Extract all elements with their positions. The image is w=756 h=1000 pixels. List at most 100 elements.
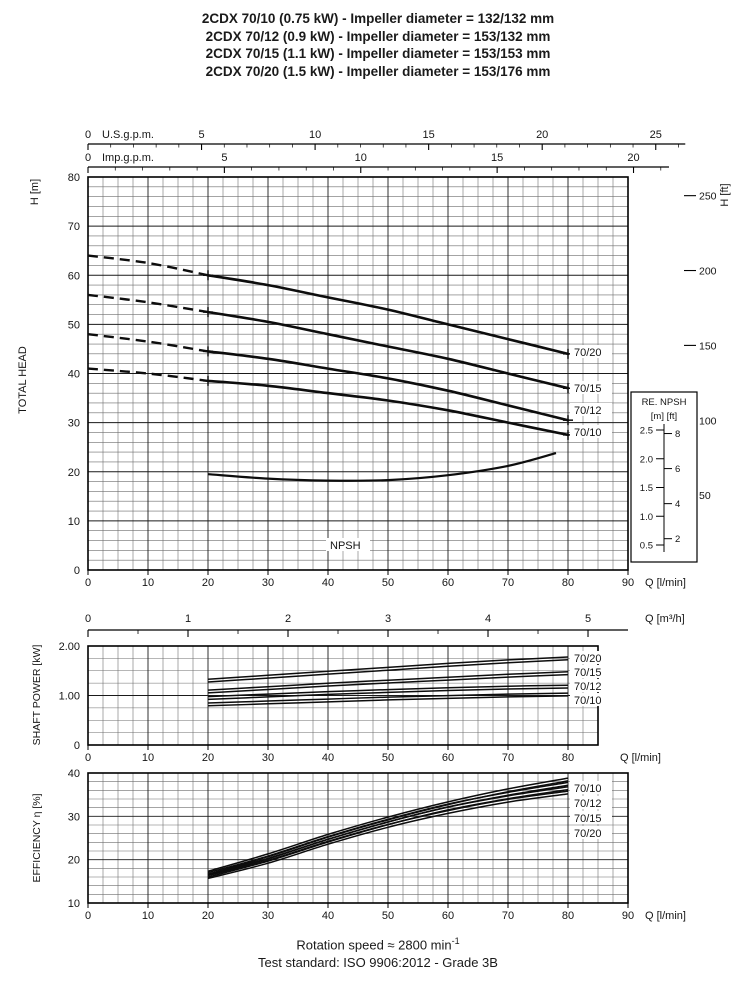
npsh-label: NPSH xyxy=(330,540,361,552)
svg-text:70: 70 xyxy=(68,221,80,233)
svg-text:60: 60 xyxy=(442,910,454,922)
npsh-curve xyxy=(207,452,557,482)
curve-label: 70/10 xyxy=(574,427,602,439)
svg-text:20: 20 xyxy=(202,910,214,922)
svg-text:80: 80 xyxy=(68,172,80,184)
svg-text:70: 70 xyxy=(502,752,514,764)
svg-text:1: 1 xyxy=(185,613,191,625)
svg-text:60: 60 xyxy=(442,577,454,589)
svg-text:15: 15 xyxy=(423,129,435,141)
svg-text:30: 30 xyxy=(262,752,274,764)
axis-title: SHAFT POWER [kW] xyxy=(31,645,43,746)
power-curve-70/10 xyxy=(207,692,569,704)
grid-minor xyxy=(88,773,628,903)
rotation-speed-note: Rotation speed ≈ 2800 min-1 xyxy=(296,936,460,953)
curve-label: 70/15 xyxy=(574,813,602,825)
svg-text:2: 2 xyxy=(285,613,291,625)
svg-text:40: 40 xyxy=(68,768,80,780)
svg-text:250: 250 xyxy=(699,191,717,203)
superscript: -1 xyxy=(451,936,460,946)
svg-text:2: 2 xyxy=(675,534,680,545)
svg-text:40: 40 xyxy=(68,369,80,381)
svg-text:80: 80 xyxy=(562,752,574,764)
svg-text:100: 100 xyxy=(699,415,717,427)
efficiency-curve-70/12 xyxy=(207,781,569,874)
curve-label: 70/10 xyxy=(574,783,602,795)
head-curve-70/20 xyxy=(206,274,570,356)
x-axis-label: Q [l/min] xyxy=(645,910,686,922)
power-curve-70/15 xyxy=(207,673,569,694)
svg-text:20: 20 xyxy=(202,577,214,589)
svg-text:50: 50 xyxy=(382,577,394,589)
power-curve-70/10 xyxy=(207,695,569,707)
power-curve-70/15 xyxy=(207,671,569,691)
svg-text:0: 0 xyxy=(85,613,91,625)
svg-text:0: 0 xyxy=(85,129,91,141)
title-line-1: 2CDX 70/10 (0.75 kW) - Impeller diameter… xyxy=(201,11,555,26)
svg-text:10: 10 xyxy=(142,752,154,764)
svg-text:RE. NPSH: RE. NPSH xyxy=(642,397,687,408)
svg-text:150: 150 xyxy=(699,340,717,352)
svg-text:2.00: 2.00 xyxy=(59,641,80,653)
efficiency-curve-70/20 xyxy=(207,793,569,880)
svg-text:30: 30 xyxy=(262,910,274,922)
curve-label: 70/20 xyxy=(574,347,602,359)
svg-text:10: 10 xyxy=(355,152,367,164)
svg-text:20: 20 xyxy=(536,129,548,141)
svg-text:5: 5 xyxy=(221,152,227,164)
pump-models-title: 2CDX 70/10 (0.75 kW) - Impeller diameter… xyxy=(0,10,756,80)
curve-label: 70/20 xyxy=(574,828,602,840)
svg-text:3: 3 xyxy=(385,613,391,625)
svg-text:0: 0 xyxy=(74,565,80,577)
svg-text:25: 25 xyxy=(650,129,662,141)
curve-label: 70/12 xyxy=(574,681,602,693)
svg-text:50: 50 xyxy=(699,490,711,502)
svg-text:70: 70 xyxy=(502,910,514,922)
title-line-2: 2CDX 70/12 (0.9 kW) - Impeller diameter … xyxy=(205,28,551,44)
efficiency-curve-70/15 xyxy=(207,786,569,876)
svg-text:0: 0 xyxy=(85,577,91,589)
title-line-4: 2CDX 70/20 (1.5 kW) - Impeller diameter … xyxy=(205,63,551,79)
top-axis: 0 5 10 15 20 Imp.g.p.m. xyxy=(85,152,669,173)
svg-text:10: 10 xyxy=(142,910,154,922)
m3h-axis-label: Q [m³/h] xyxy=(645,613,685,625)
curve-label: 70/10 xyxy=(574,695,602,707)
svg-text:50: 50 xyxy=(382,752,394,764)
power-curve-70/20 xyxy=(207,656,569,681)
svg-text:[m] [ft]: [m] [ft] xyxy=(651,411,677,422)
svg-text:80: 80 xyxy=(562,577,574,589)
svg-text:2.5: 2.5 xyxy=(640,426,653,437)
svg-text:10: 10 xyxy=(309,129,321,141)
head-curve-70/15 xyxy=(206,310,570,390)
svg-text:50: 50 xyxy=(382,910,394,922)
svg-text:1.5: 1.5 xyxy=(640,483,653,494)
curve-label: 70/15 xyxy=(574,383,602,395)
power-curve-70/12 xyxy=(207,687,569,701)
svg-text:0: 0 xyxy=(85,152,91,164)
svg-text:U.S.g.p.m.: U.S.g.p.m. xyxy=(102,129,154,141)
curve-label: 70/12 xyxy=(574,405,602,417)
efficiency-curve-70/20 xyxy=(207,790,569,877)
svg-text:40: 40 xyxy=(322,752,334,764)
svg-text:6: 6 xyxy=(675,464,680,475)
footer-notes: Rotation speed ≈ 2800 min-1 Test standar… xyxy=(0,932,756,972)
svg-text:70: 70 xyxy=(502,577,514,589)
axis-title: H [m] xyxy=(29,179,41,205)
svg-text:0: 0 xyxy=(74,740,80,752)
title-line-3: 2CDX 70/15 (1.1 kW) - Impeller diameter … xyxy=(205,46,551,61)
svg-text:50: 50 xyxy=(68,319,80,331)
power-chart: 0 1.00 2.00 0 10 20 30 40 50 60 70 80 Q [l/min] 70/20… xyxy=(31,641,661,764)
x-axis-label: Q [l/min] xyxy=(645,577,686,589)
power-curve-70/20 xyxy=(207,659,569,683)
svg-text:10: 10 xyxy=(68,898,80,910)
svg-text:30: 30 xyxy=(68,418,80,430)
svg-text:5: 5 xyxy=(198,129,204,141)
svg-text:Imp.g.p.m.: Imp.g.p.m. xyxy=(102,152,154,164)
svg-text:5: 5 xyxy=(585,613,591,625)
svg-text:20: 20 xyxy=(68,467,80,479)
svg-text:2.0: 2.0 xyxy=(640,454,653,465)
curve-label: 70/12 xyxy=(574,798,602,810)
plot-border xyxy=(87,772,629,904)
